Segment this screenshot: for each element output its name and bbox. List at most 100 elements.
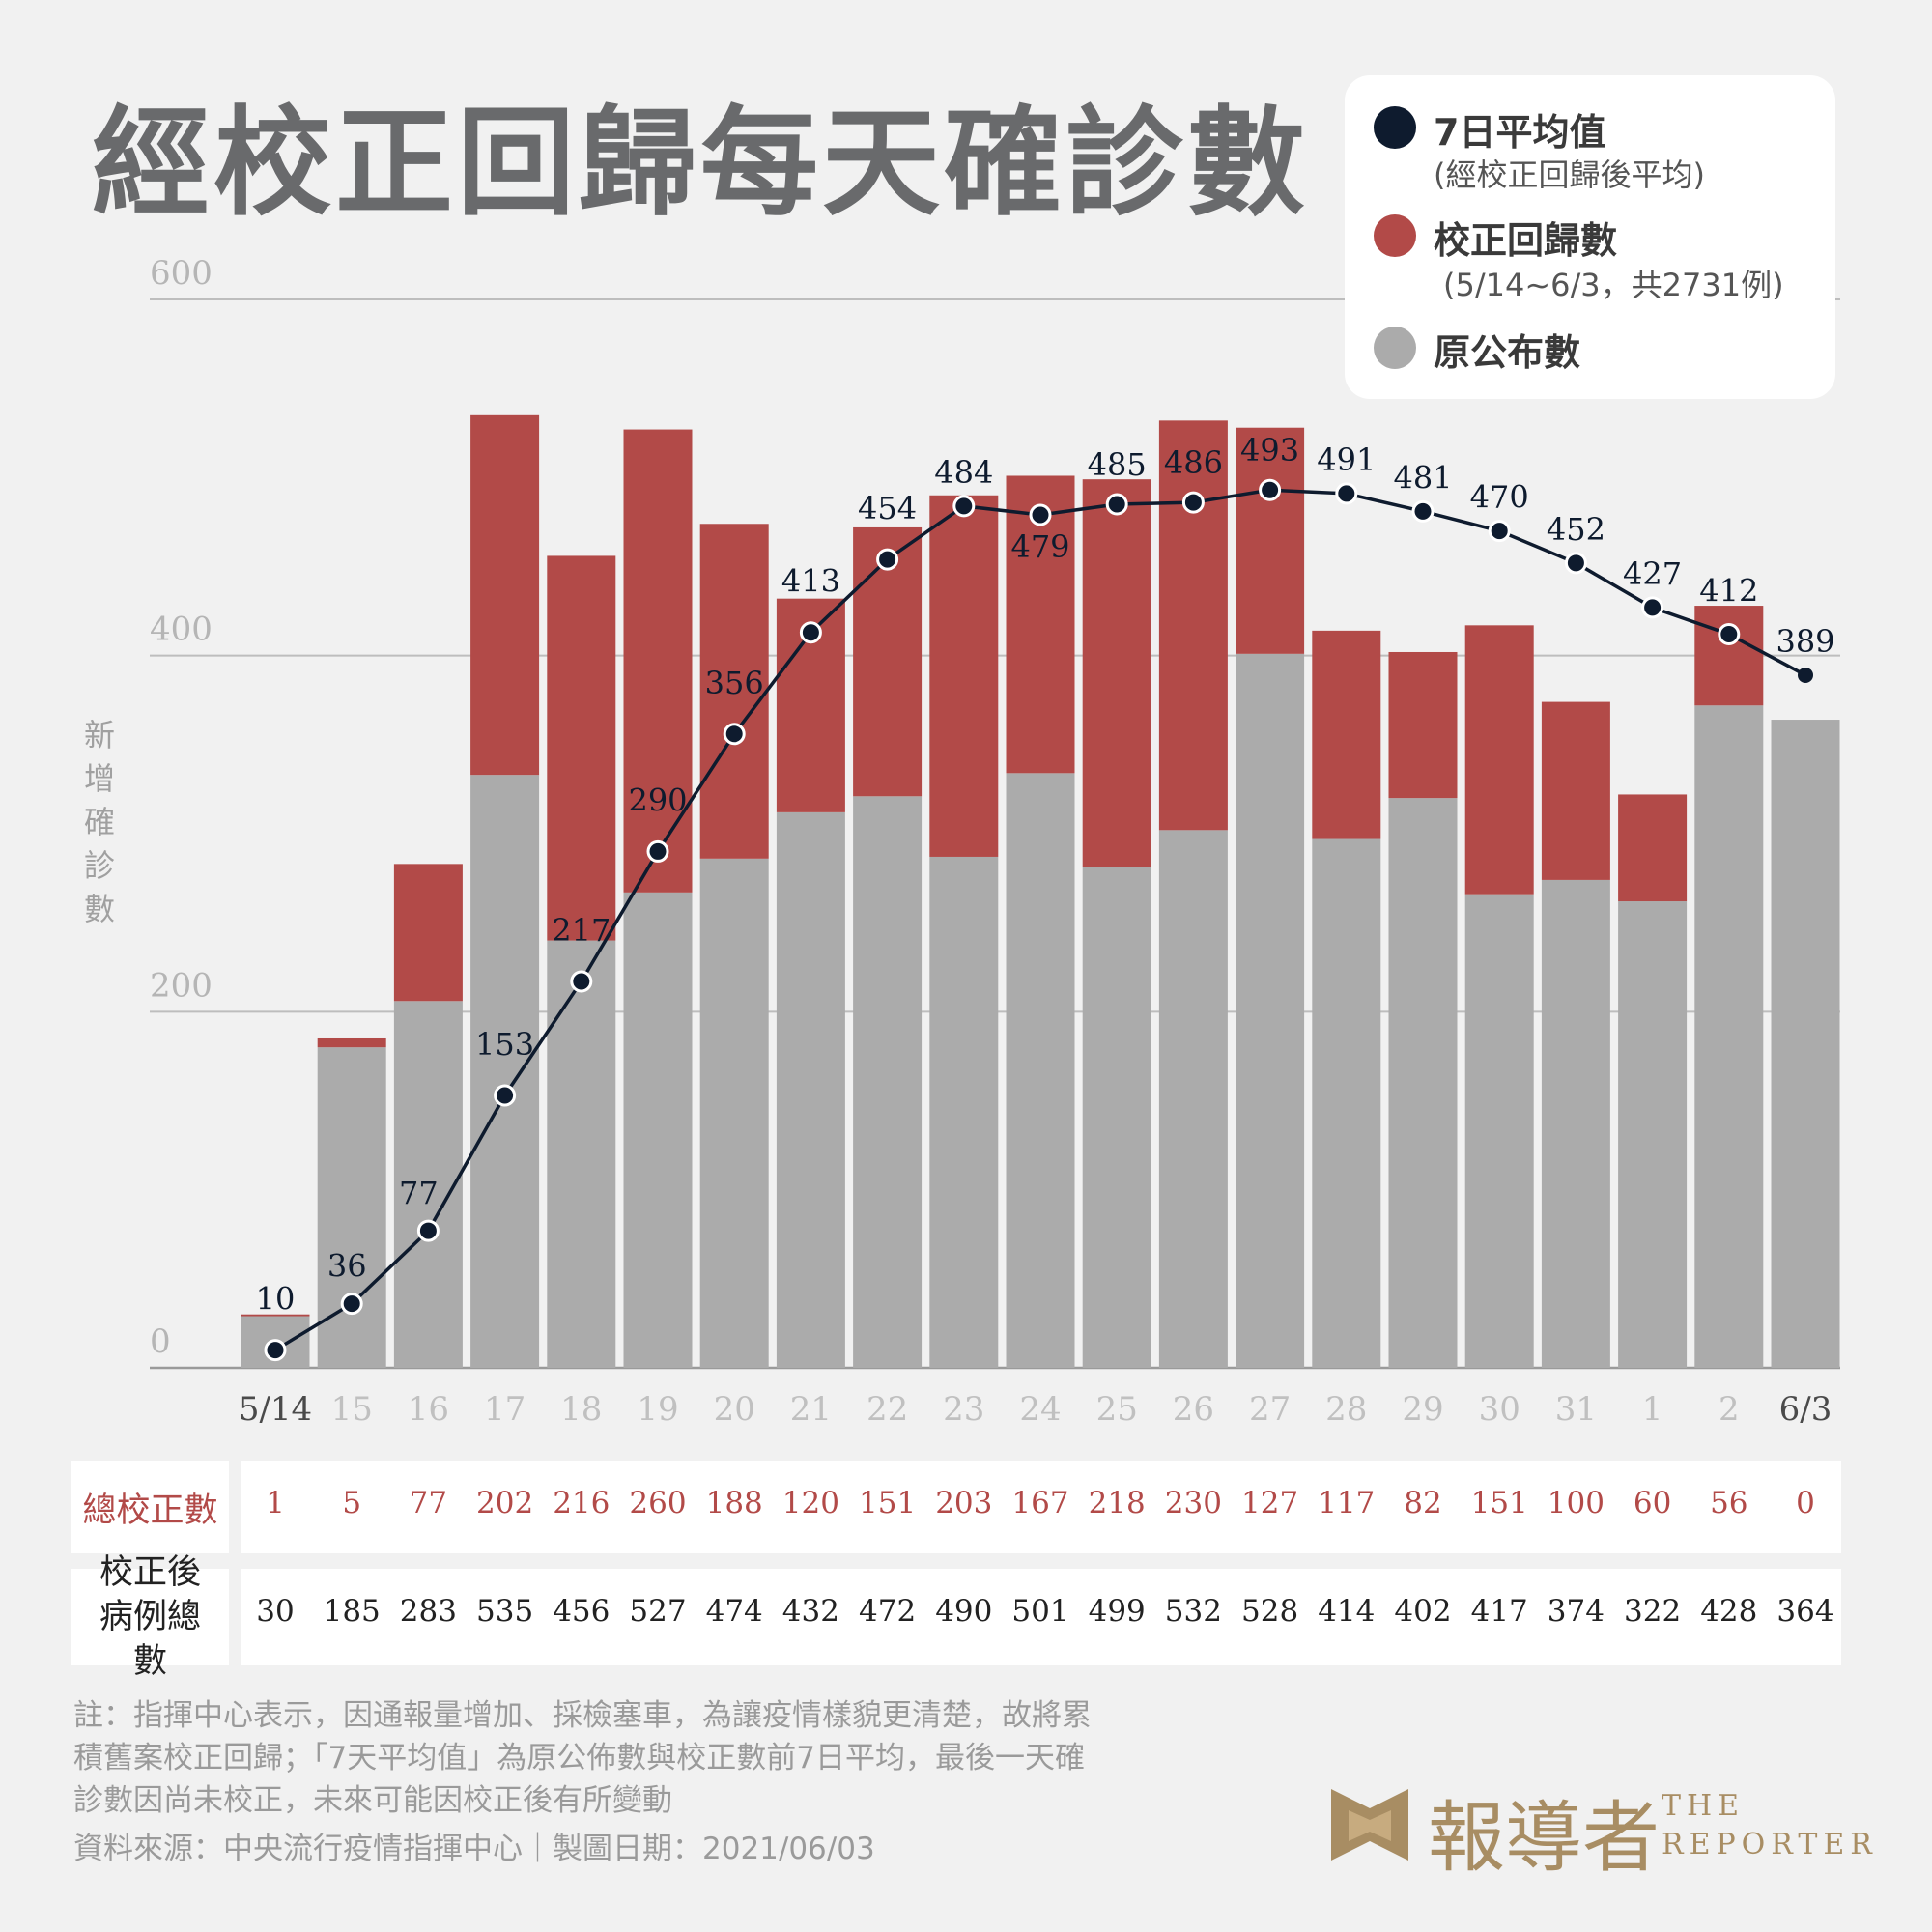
bar-corrected (1312, 630, 1381, 839)
average-point (1105, 493, 1128, 516)
note-line-3: 診數因尚未校正，未來可能因校正後有所變動 (73, 1783, 672, 1818)
x-tick-label: 19 (637, 1390, 678, 1429)
reporter-logo-en-line1: THE (1662, 1789, 1746, 1823)
x-tick-label: 2 (1719, 1390, 1740, 1429)
table-totals-label: 校正後病例總數 (71, 1553, 229, 1681)
average-data-label: 491 (1317, 441, 1376, 478)
note-line-2: 積舊案校正回歸；「7天平均值」為原公佈數與校正數前7日平均，最後一天確 (73, 1741, 1085, 1776)
average-data-label: 290 (628, 781, 687, 818)
bar-corrected (1464, 625, 1534, 895)
bar-original (1158, 830, 1228, 1368)
table-cell: 30 (256, 1594, 295, 1629)
table-cell: 528 (1241, 1594, 1299, 1629)
average-point (340, 1293, 363, 1316)
bar-original (776, 811, 845, 1368)
y-axis-label-char: 新 (84, 717, 115, 753)
table-corrections-label: 總校正數 (71, 1461, 229, 1553)
table-cell: 414 (1318, 1594, 1376, 1629)
x-tick-label: 1 (1642, 1390, 1663, 1429)
average-point (1335, 482, 1358, 505)
bar-corrected (393, 864, 463, 1002)
y-tick-label-0: 0 (150, 1322, 171, 1361)
average-data-label: 452 (1547, 511, 1605, 548)
average-data-label: 356 (705, 665, 764, 701)
x-tick-label: 30 (1479, 1390, 1520, 1429)
average-data-label: 10 (256, 1281, 296, 1318)
average-point (416, 1219, 440, 1242)
table-cell: 499 (1088, 1594, 1146, 1629)
bar-original (393, 1001, 463, 1368)
average-point (723, 723, 746, 746)
table-cell: 127 (1241, 1486, 1299, 1520)
table-cell: 472 (859, 1594, 917, 1629)
average-data-label: 36 (327, 1248, 367, 1285)
average-point (1259, 478, 1282, 501)
bar-original (547, 940, 616, 1368)
x-tick-label: 16 (408, 1390, 449, 1429)
table-cell: 120 (781, 1486, 839, 1520)
table-cell: 218 (1088, 1486, 1146, 1520)
table-cell: 432 (781, 1594, 839, 1629)
bar-corrected (1618, 794, 1688, 902)
legend-corrected-swatch (1374, 214, 1416, 257)
y-axis-label-char: 增 (84, 760, 115, 797)
average-data-label: 217 (552, 912, 611, 949)
average-point (1181, 491, 1205, 514)
bar-corrected (1082, 479, 1151, 868)
average-data-label: 485 (1088, 446, 1147, 483)
reporter-logo-en-line2: REPORTER (1662, 1828, 1878, 1861)
x-tick-label: 27 (1249, 1390, 1291, 1429)
bar-corrected (317, 1037, 386, 1048)
average-point (494, 1084, 517, 1107)
average-data-label: 493 (1240, 432, 1299, 469)
average-point (264, 1339, 287, 1362)
bar-corrected (1541, 701, 1610, 880)
table-cell: 374 (1547, 1594, 1605, 1629)
average-point (952, 495, 976, 518)
bar-corrected (853, 526, 923, 797)
x-tick-label: 25 (1096, 1390, 1138, 1429)
x-tick-label: 22 (867, 1390, 908, 1429)
reporter-logo-icon (1331, 1789, 1408, 1861)
table-cell: 535 (476, 1594, 534, 1629)
average-point (1488, 520, 1511, 543)
source-line: 資料來源：中央流行疫情指揮中心｜製圖日期：2021/06/03 (73, 1832, 875, 1866)
bar-corrected (1236, 427, 1305, 654)
legend-original-title: 原公布數 (1434, 331, 1581, 374)
average-data-label: 389 (1776, 623, 1834, 660)
average-data-label: 481 (1393, 459, 1452, 496)
x-tick-label: 29 (1402, 1390, 1443, 1429)
x-tick-label: 28 (1325, 1390, 1367, 1429)
average-data-label: 153 (475, 1026, 534, 1063)
table-cell: 490 (935, 1594, 993, 1629)
table-cell: 117 (1318, 1486, 1376, 1520)
x-tick-label: 18 (560, 1390, 602, 1429)
table-cell: 151 (859, 1486, 917, 1520)
x-tick-label: 26 (1173, 1390, 1214, 1429)
table-cell: 402 (1394, 1594, 1452, 1629)
average-point (570, 970, 593, 993)
bar-original (1464, 894, 1534, 1368)
table-cell: 0 (1796, 1486, 1815, 1520)
table-cell: 82 (1404, 1486, 1442, 1520)
table-cell: 428 (1700, 1594, 1758, 1629)
table-cell: 151 (1470, 1486, 1528, 1520)
average-point (1641, 596, 1664, 619)
table-cell: 474 (705, 1594, 763, 1629)
table-corrections-row: 1 5 77 202 216 260 188 120 151 203 167 218 230 127 117… (242, 1461, 1841, 1553)
y-axis-label-char: 診 (84, 847, 115, 884)
bar-original (699, 858, 769, 1368)
bar-original (1082, 867, 1151, 1368)
bar-original (1388, 798, 1458, 1368)
average-data-label: 412 (1699, 573, 1758, 610)
table-cell: 188 (705, 1486, 763, 1520)
average-data-label: 484 (934, 454, 993, 491)
bar-corrected (1694, 606, 1764, 706)
y-axis-label-char: 確 (84, 804, 115, 840)
legend-corrected-subtitle: (5/14~6/3，共2731例) (1443, 267, 1784, 303)
bar-original (1618, 901, 1688, 1368)
average-point (876, 548, 899, 571)
bar-corrected (623, 429, 693, 893)
average-data-label: 413 (781, 563, 840, 600)
bar-original (1006, 773, 1075, 1368)
